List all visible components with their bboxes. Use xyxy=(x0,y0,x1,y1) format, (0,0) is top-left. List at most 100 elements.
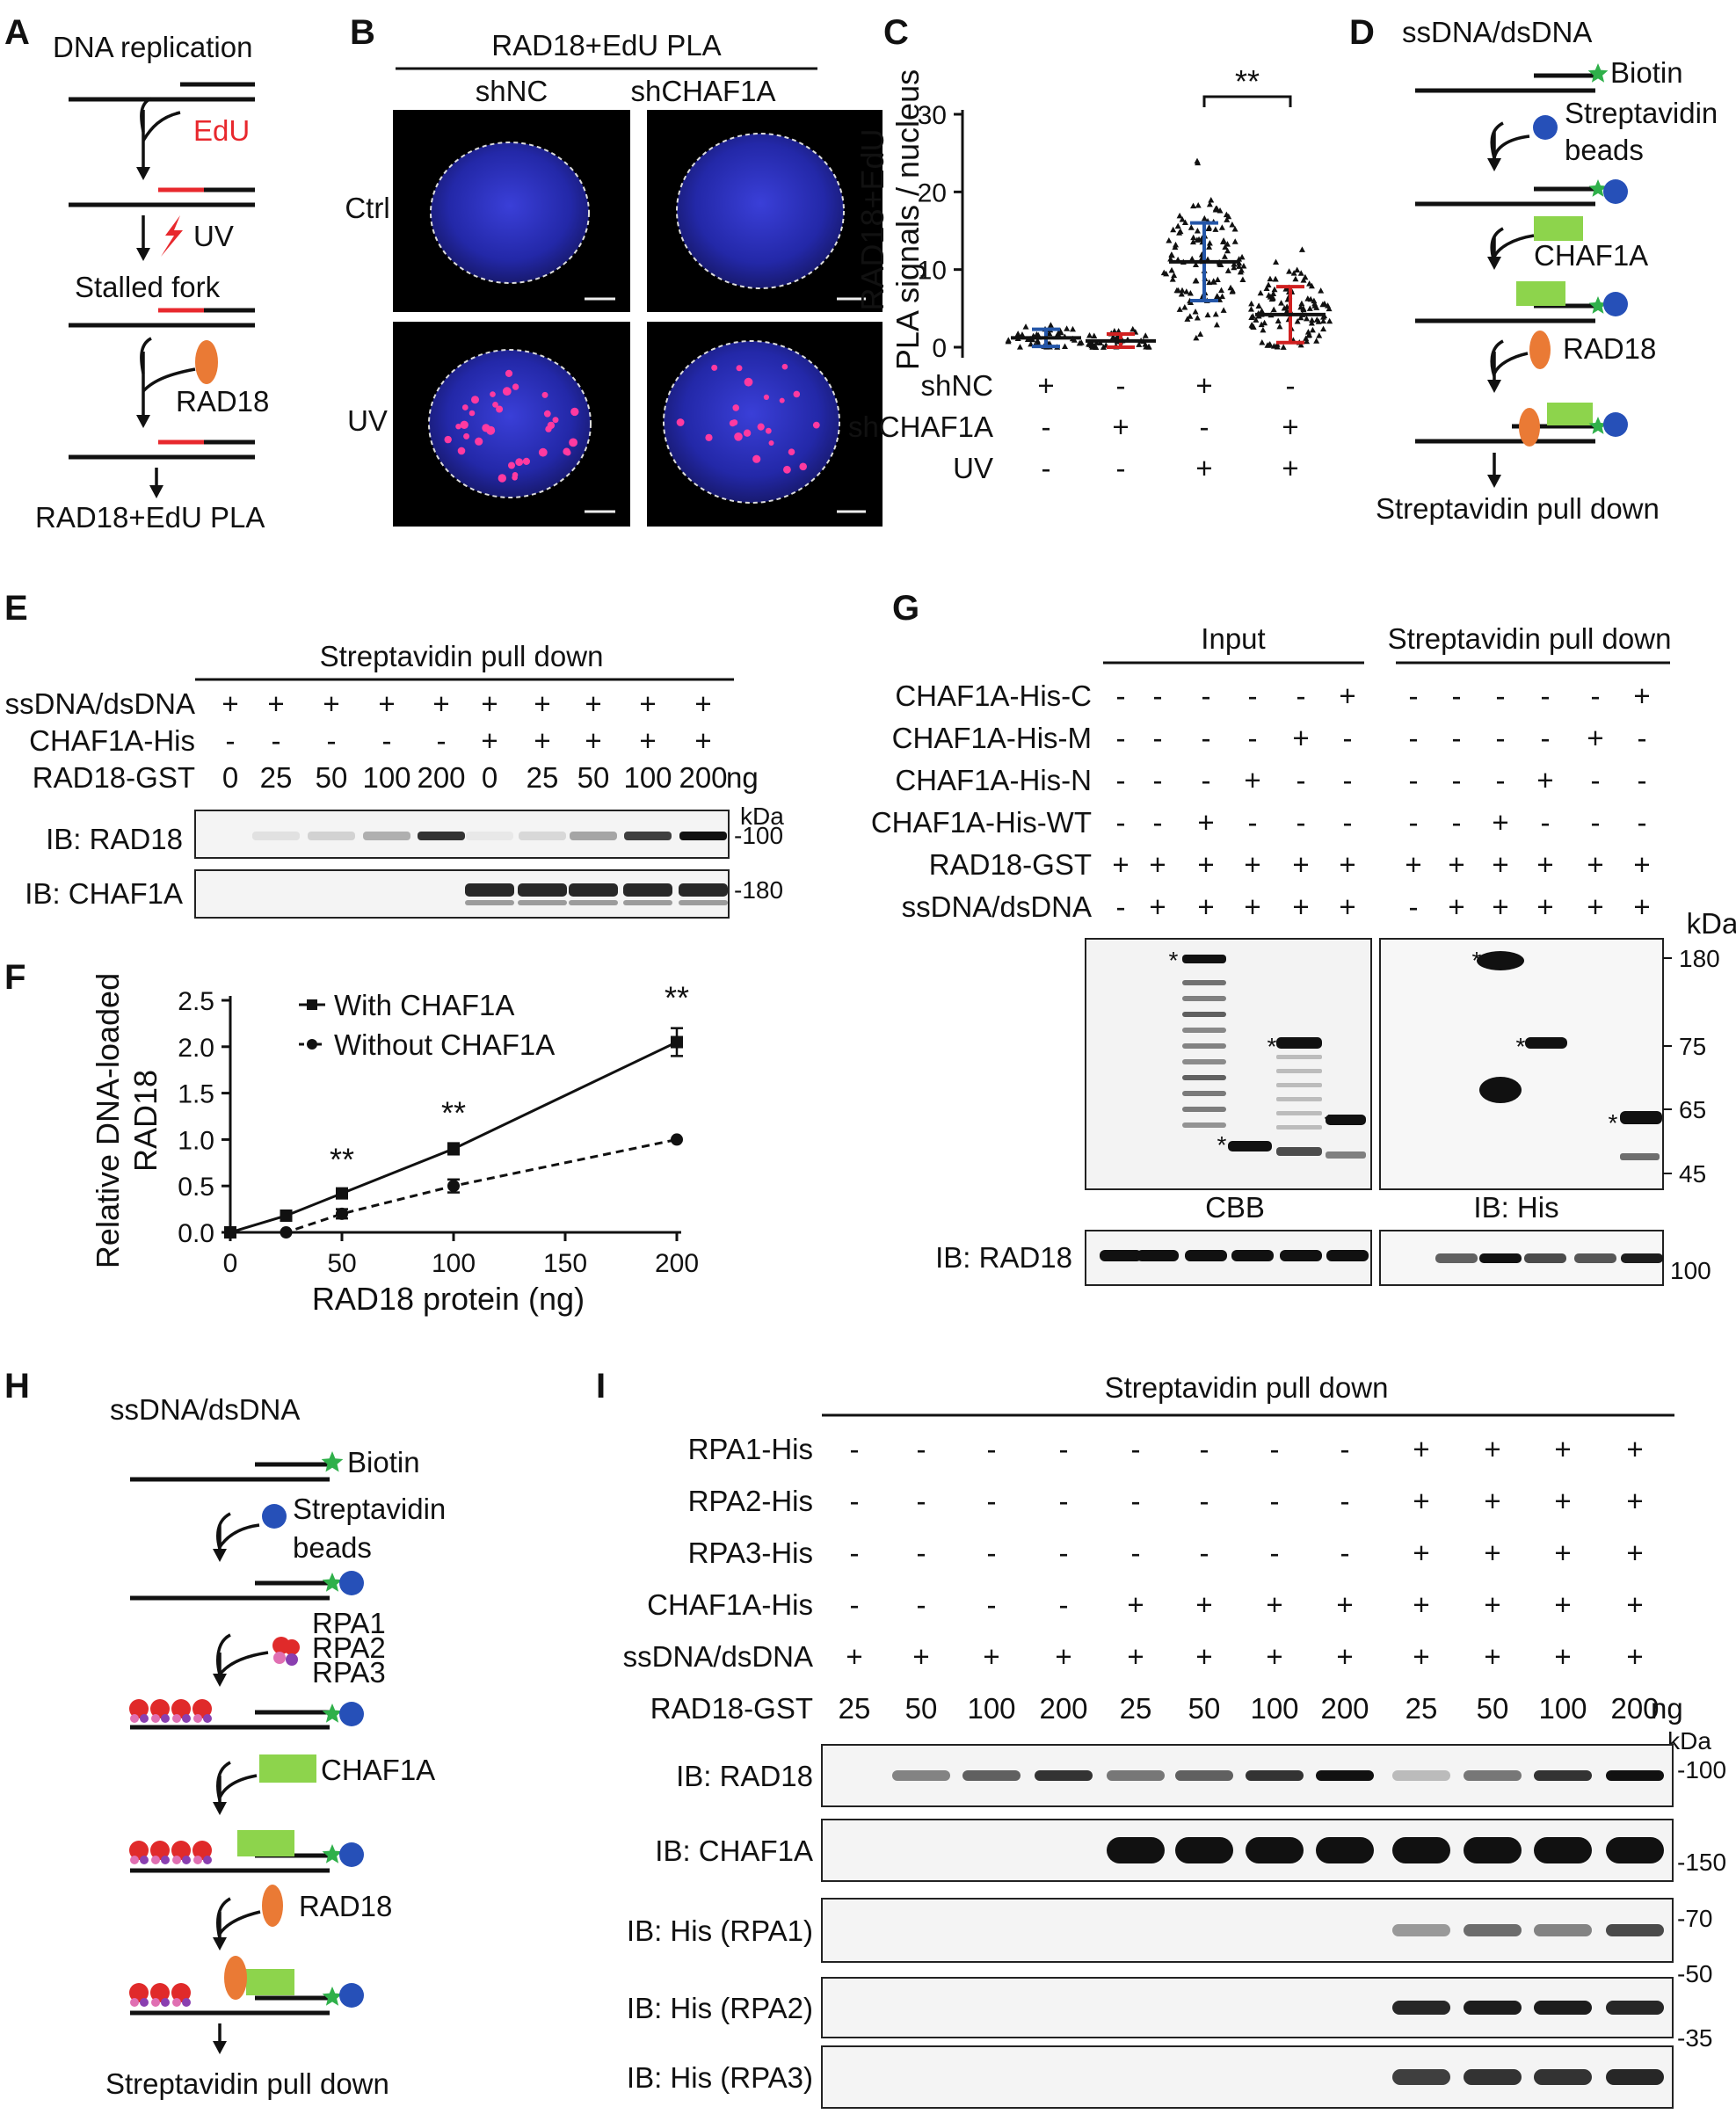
condition-value: + xyxy=(1413,1588,1429,1621)
band xyxy=(1479,1077,1522,1103)
significance-marker: ** xyxy=(330,1141,354,1177)
data-point xyxy=(1229,221,1236,228)
condition-value: - xyxy=(1297,806,1306,839)
beads-label-1: Streptavidin xyxy=(1565,97,1718,129)
condition-value: + xyxy=(1626,1536,1643,1569)
condition-value: + xyxy=(222,687,238,720)
condition-value: - xyxy=(1297,679,1306,712)
point-with-chaf1a xyxy=(336,1187,348,1200)
band xyxy=(1182,1091,1226,1096)
condition-value: 50 xyxy=(1477,1692,1509,1725)
y-tick-label: 1.0 xyxy=(178,1126,214,1155)
data-point xyxy=(1193,277,1200,284)
rpa1-subunit xyxy=(129,1983,149,2002)
data-point xyxy=(1177,228,1184,235)
condition-value: + xyxy=(1536,890,1553,923)
streptavidin-bead-icon xyxy=(1603,179,1628,204)
condition-value: - xyxy=(1297,764,1306,796)
band-asterisk: * xyxy=(1267,1033,1277,1060)
rpa1-subunit xyxy=(171,1841,191,1860)
point-with-chaf1a xyxy=(280,1209,293,1222)
beads-label-2: beads xyxy=(1565,134,1644,166)
y-tick-label: 30 xyxy=(918,101,947,130)
condition-label: ssDNA/dsDNA xyxy=(5,687,195,720)
data-point xyxy=(1194,236,1201,243)
band xyxy=(1276,1083,1322,1087)
stalled-fork-label: Stalled fork xyxy=(75,271,221,303)
condition-value: - xyxy=(1116,890,1126,923)
condition-value: 200 xyxy=(417,761,465,794)
band xyxy=(1276,1147,1322,1156)
data-point xyxy=(1078,339,1085,345)
data-point xyxy=(1267,340,1274,347)
rad18-protein-icon xyxy=(1529,331,1551,369)
nucleus xyxy=(663,340,840,504)
pla-dot xyxy=(475,437,483,446)
condition-value: + xyxy=(1244,764,1260,796)
condition-value: - xyxy=(850,1536,860,1569)
x-tick-label: 50 xyxy=(327,1249,356,1278)
rpa3-subunit xyxy=(140,1856,149,1864)
data-point xyxy=(1179,287,1186,294)
data-point xyxy=(1320,325,1327,332)
rad18-protein-icon xyxy=(195,340,218,384)
condition-value: + xyxy=(1266,1640,1282,1673)
data-point xyxy=(1240,263,1247,269)
panel-c-ylabel-2: PLA signals / nucleus xyxy=(890,69,926,370)
band xyxy=(1107,1837,1165,1863)
x-tick-label: 200 xyxy=(655,1249,699,1278)
data-point xyxy=(1290,270,1297,276)
condition-value: + xyxy=(1339,679,1355,712)
condition-value: + xyxy=(1587,722,1603,754)
y-tick-label: 0.0 xyxy=(178,1219,214,1248)
band xyxy=(1182,996,1226,1001)
panel-g-kda: kDa xyxy=(1687,907,1736,940)
panel-i-conditions: RPA1-His - - - - - - - - + + + + RPA2-His - - - - - - - - + + + +… xyxy=(623,1433,1712,1754)
data-point xyxy=(1217,260,1224,267)
y-tick-label: 10 xyxy=(918,257,947,286)
data-point xyxy=(1238,266,1245,273)
rpa3-subunit xyxy=(161,1714,170,1723)
panel-f: F Relative DNA-loaded RAD18 RAD18 protei… xyxy=(4,958,699,1317)
condition-value: - xyxy=(1343,806,1353,839)
condition-value: - xyxy=(1153,764,1163,796)
blot-label: IB: His (RPA1) xyxy=(627,1914,813,1947)
biotin-star-icon xyxy=(322,1704,343,1723)
data-point xyxy=(1300,306,1307,313)
data-point xyxy=(1181,219,1188,225)
condition-label: CHAF1A-His xyxy=(647,1588,813,1621)
band-asterisk: * xyxy=(1217,1131,1227,1159)
band xyxy=(1100,1250,1142,1261)
band-asterisk: * xyxy=(1472,947,1482,974)
condition-value: + xyxy=(1112,848,1129,881)
condition-value: + xyxy=(1413,1485,1429,1517)
data-point xyxy=(1253,316,1260,323)
condition-value: - xyxy=(1116,764,1126,796)
data-point xyxy=(1176,212,1183,219)
data-point xyxy=(1093,344,1100,350)
panel-d-title: ssDNA/dsDNA xyxy=(1402,16,1592,48)
condition-value: + xyxy=(1195,452,1212,484)
condition-value: 200 xyxy=(1039,1692,1087,1725)
data-point xyxy=(1206,243,1213,250)
condition-value: - xyxy=(1541,722,1551,754)
blot-his xyxy=(1379,938,1664,1190)
condition-value: 200 xyxy=(1610,1692,1659,1725)
data-point xyxy=(1069,325,1076,332)
condition-value: + xyxy=(1492,890,1508,923)
data-point xyxy=(1047,322,1054,328)
ib-rad18-label: IB: RAD18 xyxy=(935,1241,1072,1274)
pla-dots xyxy=(444,363,820,483)
band xyxy=(1606,1837,1664,1863)
data-point xyxy=(1192,309,1199,315)
blot-frame xyxy=(821,1898,1674,1963)
streptavidin-bead-icon xyxy=(262,1504,287,1529)
marker-100: 100 xyxy=(1670,1257,1711,1284)
band xyxy=(1534,1837,1592,1863)
marker-label: -150 xyxy=(1677,1849,1726,1876)
condition-value: + xyxy=(1292,890,1309,923)
pla-dot xyxy=(512,383,519,390)
condition-value: - xyxy=(1340,1536,1350,1569)
condition-value: + xyxy=(1339,890,1355,923)
pla-dot xyxy=(779,397,785,403)
